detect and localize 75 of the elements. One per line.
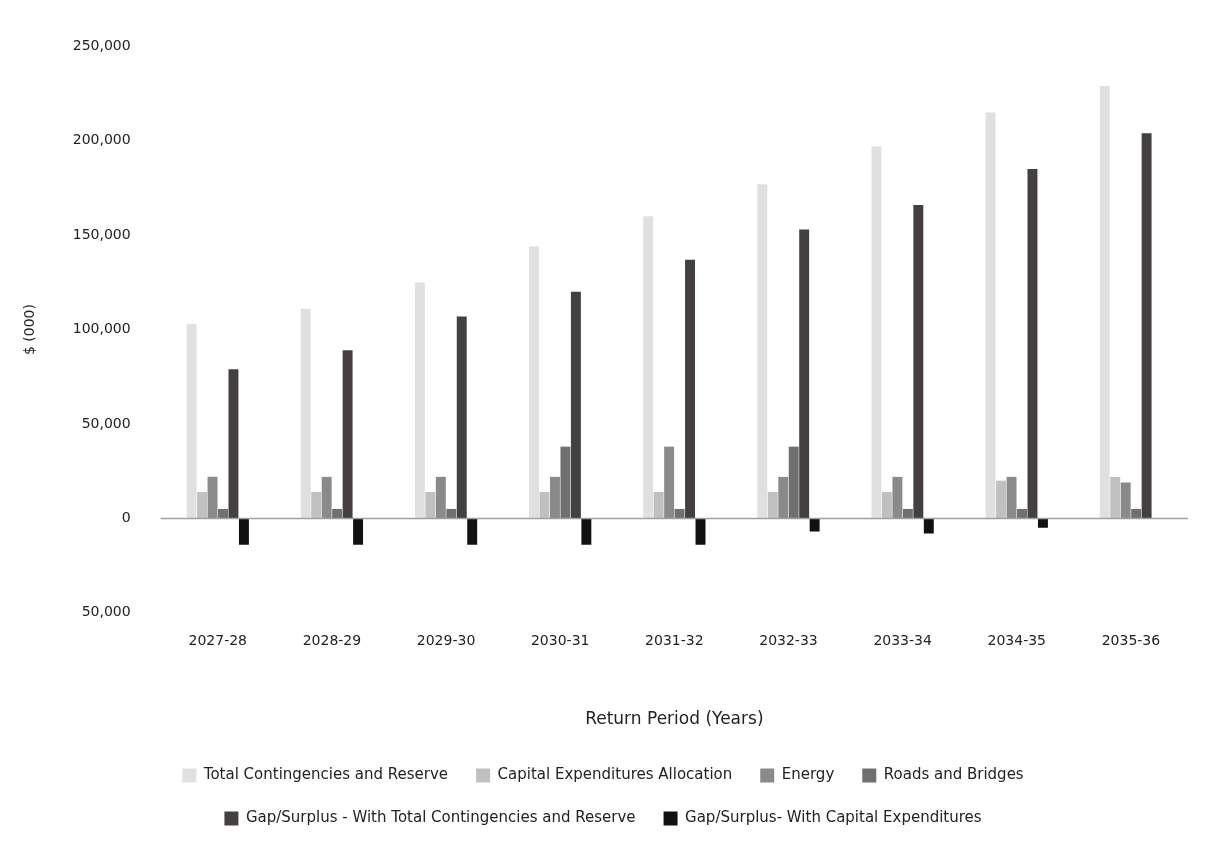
y-tick-label: 50,000 xyxy=(81,414,131,431)
bar xyxy=(643,216,654,519)
bar xyxy=(425,491,436,519)
bar xyxy=(238,518,249,545)
bar xyxy=(902,508,913,519)
bar xyxy=(892,476,903,519)
bar xyxy=(218,508,228,519)
x-tick-label: 2029-30 xyxy=(416,631,476,648)
bar xyxy=(1017,508,1027,519)
y-tick-label: 100,000 xyxy=(72,320,131,337)
legend-label: Total Contingencies and Reserve xyxy=(202,765,449,784)
y-axis-title: $ (000) xyxy=(21,304,38,356)
x-axis-title: Return Period (Years) xyxy=(585,708,764,729)
bar xyxy=(300,308,311,519)
y-tick-label: 0 xyxy=(121,509,131,526)
bar xyxy=(1006,476,1017,519)
bar xyxy=(881,491,892,519)
bar xyxy=(197,491,208,519)
bar xyxy=(674,508,685,519)
bar xyxy=(799,229,810,519)
bar xyxy=(1099,86,1110,519)
x-tick-label: 2031-32 xyxy=(645,631,704,648)
x-tick-label: 2033-34 xyxy=(873,631,932,648)
x-tick-label: 2028-29 xyxy=(302,631,362,648)
bar xyxy=(1131,508,1142,519)
legend-label: Energy xyxy=(781,765,835,784)
bar xyxy=(913,204,924,519)
y-tick-label: 150,000 xyxy=(72,225,131,242)
bar xyxy=(560,446,571,519)
bar xyxy=(757,184,768,519)
bar xyxy=(1027,169,1038,519)
bar xyxy=(207,476,218,519)
x-tick-label: 2030-31 xyxy=(530,631,590,648)
x-tick-label: 2034-35 xyxy=(987,631,1047,648)
bar xyxy=(570,291,581,519)
bar xyxy=(550,476,560,519)
legend-label: Capital Expenditures Allocation xyxy=(497,765,733,784)
bar xyxy=(342,350,353,519)
bar xyxy=(1110,476,1121,519)
bar xyxy=(923,518,934,534)
bar xyxy=(311,491,322,519)
bar xyxy=(653,491,664,519)
x-tick-label: 2035-36 xyxy=(1101,631,1161,648)
bar xyxy=(767,491,778,519)
bar xyxy=(228,369,239,519)
bar xyxy=(414,282,425,519)
legend-label: Gap/Surplus - With Total Contingencies and Reserve xyxy=(245,808,636,827)
bar xyxy=(1120,482,1131,519)
bar xyxy=(788,446,799,519)
legend-label: Gap/Surplus- With Capital Expenditures xyxy=(685,808,982,827)
bar xyxy=(685,259,696,519)
bar xyxy=(529,246,540,519)
bar xyxy=(996,480,1007,519)
bar xyxy=(446,508,457,519)
bar xyxy=(871,146,882,519)
x-tick-label: 2032-33 xyxy=(759,631,818,648)
x-tick-label: 2027-28 xyxy=(188,631,248,648)
bar xyxy=(778,476,789,519)
bar xyxy=(321,476,332,519)
bar xyxy=(467,518,478,545)
bar xyxy=(664,446,675,519)
bar xyxy=(456,316,467,519)
bar xyxy=(985,112,996,519)
bar xyxy=(1141,133,1152,519)
bar xyxy=(353,518,364,545)
legend-label: Roads and Bridges xyxy=(883,765,1024,784)
y-tick-label: 200,000 xyxy=(72,131,131,148)
y-tick-label: 50,000 xyxy=(81,603,131,620)
bar xyxy=(332,508,343,519)
bar xyxy=(809,518,820,532)
y-tick-label: 250,000 xyxy=(72,37,131,54)
bar xyxy=(1037,518,1048,528)
bar xyxy=(581,518,592,545)
bar xyxy=(186,323,197,519)
bar xyxy=(435,476,446,519)
